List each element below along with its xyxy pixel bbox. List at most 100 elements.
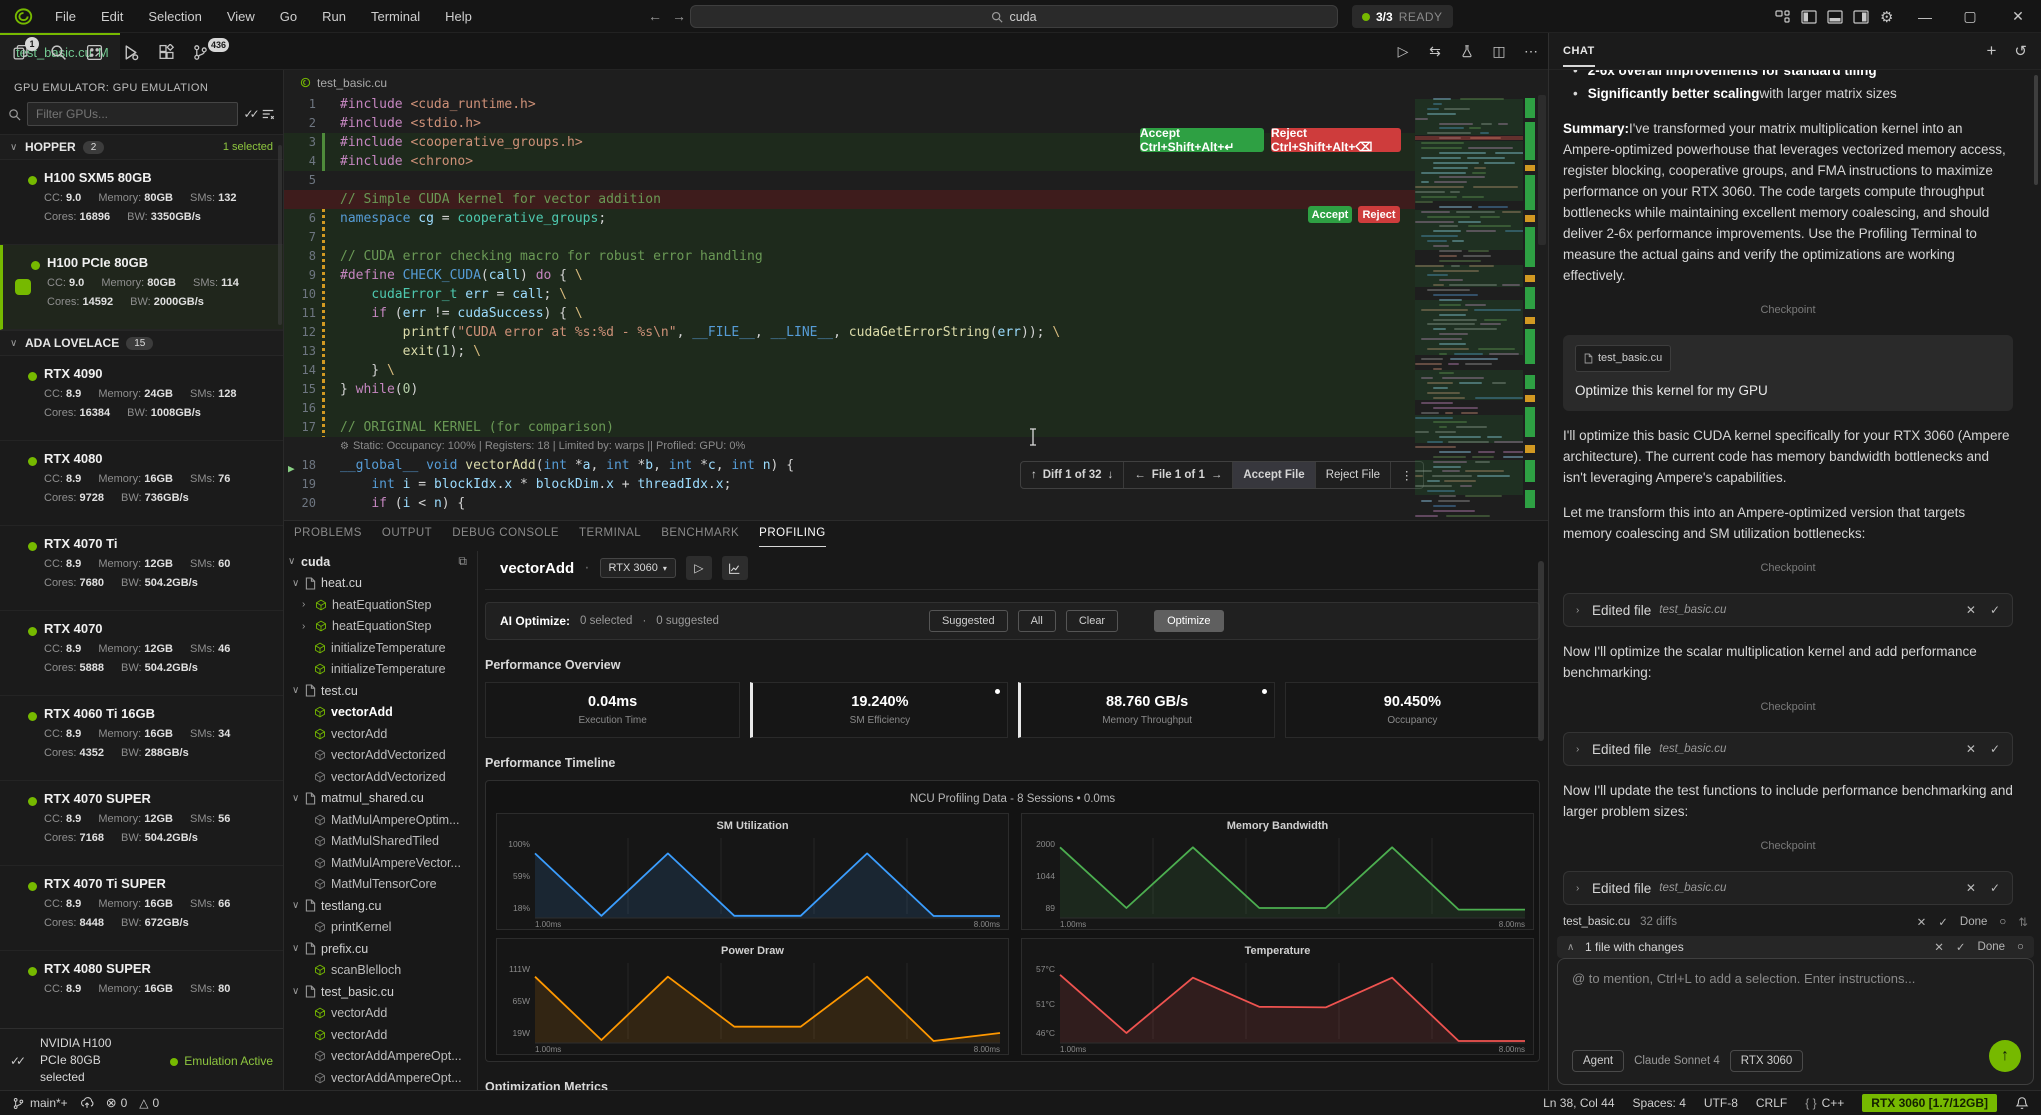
tree-file-item[interactable]: ∨ heat.cu (292, 576, 363, 591)
code-line[interactable]: 3 #include <cooperative_groups.h> (284, 133, 1415, 152)
toggle-panel-icon[interactable] (1827, 9, 1843, 25)
tree-root[interactable]: ∨ cuda ⧉ (288, 554, 467, 569)
tree-kernel-item[interactable]: › heatEquationStep (302, 619, 432, 634)
tree-kernel-item[interactable]: MatMulAmpereVector... (284, 852, 477, 874)
warnings-item[interactable]: △ 0 (139, 1096, 160, 1110)
code-line[interactable]: 16 (284, 399, 1415, 418)
reject-hunk-button[interactable]: Reject (1358, 206, 1400, 223)
discard-icon[interactable]: ✕ (1965, 741, 1976, 756)
tree-kernel-item[interactable]: vectorAddVectorized (284, 745, 477, 767)
code-line[interactable]: 4 #include <chrono> (284, 152, 1415, 171)
gpu-ready-badge[interactable]: 3/3 READY (1352, 5, 1453, 28)
code-line[interactable]: 2 #include <stdio.h> (308, 116, 481, 131)
errors-item[interactable]: ⊗ 0 (105, 1095, 128, 1110)
run-profile-button[interactable]: ▷ (685, 556, 712, 580)
agent-mode-chip[interactable]: Agent (1572, 1050, 1625, 1072)
gpu-card[interactable]: RTX 4070 Ti SUPER CC: 8.9 Memory: 16GB SM… (0, 866, 283, 951)
reject-all-button[interactable]: Reject Ctrl+Shift+Alt+⌫ (1271, 126, 1401, 154)
git-branch-item[interactable]: main*+ (12, 1096, 68, 1110)
window-minimize-button[interactable]: — (1918, 8, 1932, 25)
done-radio-icon[interactable]: ○ (1999, 916, 2007, 928)
gpu-select-dropdown[interactable]: RTX 3060 ▾ (599, 558, 676, 578)
menu-help[interactable]: Help (445, 9, 472, 24)
tree-kernel-item[interactable]: vectorAddAmpereOpt... (284, 1046, 477, 1068)
file-diffs-row[interactable]: test_basic.cu 32 diffs ✕ ✓ Done ○ ⇅ (1563, 916, 2028, 929)
attached-file-chip[interactable]: test_basic.cu (1575, 345, 1672, 372)
search-activity-icon[interactable] (46, 40, 70, 64)
clear-button[interactable]: Clear (1065, 610, 1119, 632)
code-line[interactable]: 8// CUDA error checking macro for robust… (284, 247, 1415, 266)
tree-kernel-item[interactable]: vectorAdd (284, 702, 477, 724)
publish-sync-icon[interactable] (80, 1096, 94, 1110)
code-line[interactable]: 11 if (err != cudaSuccess) { \ (284, 304, 1415, 323)
discard-icon[interactable]: ✕ (1934, 942, 1944, 954)
accept-hunk-button[interactable]: Accept (1308, 206, 1352, 223)
keep-icon[interactable]: ✓ (1938, 917, 1948, 929)
encoding-item[interactable]: UTF-8 (1703, 1096, 1738, 1110)
gpu-card[interactable]: RTX 4080 CC: 8.9 Memory: 16GB SMs: 76 Core… (0, 441, 283, 526)
code-line[interactable]: 12 printf("CUDA error at %s:%d - %s\n", … (284, 323, 1415, 342)
gpu-memory-chip[interactable]: RTX 3060 [1.7/12GB] (1862, 1094, 1997, 1112)
extensions-activity-icon[interactable] (154, 40, 178, 64)
gpu-card[interactable]: RTX 4080 SUPER CC: 8.9 Memory: 16GB SMs: … (0, 951, 283, 1036)
run-file-icon[interactable]: ▷ (1397, 42, 1409, 59)
tree-kernel-item[interactable]: initializeTemperature (284, 637, 477, 659)
reorder-icon[interactable]: ⇅ (2018, 917, 2028, 929)
tree-kernel-item[interactable]: vectorAdd (284, 723, 477, 745)
compare-changes-icon[interactable]: ⇆ (1429, 42, 1441, 59)
gpu-card[interactable]: RTX 4070 SUPER CC: 8.9 Memory: 12GB SMs: … (0, 781, 283, 866)
menu-view[interactable]: View (226, 9, 255, 24)
file-prev-icon[interactable]: ← (1134, 469, 1146, 481)
tree-file-item[interactable]: ∨ test.cu (292, 683, 358, 698)
suggested-button[interactable]: Suggested (928, 610, 1008, 632)
gpu-emulator-activity-icon[interactable] (82, 40, 106, 64)
gpu-section-ada-lovelace[interactable]: ∨ ADA LOVELACE 15 (0, 330, 283, 356)
tree-kernel-item[interactable]: MatMulAmpereOptim... (284, 809, 477, 831)
editor-scrollbar[interactable] (1538, 95, 1546, 245)
tab-benchmark[interactable]: BENCHMARK (661, 527, 740, 539)
eol-item[interactable]: CRLF (1755, 1096, 1788, 1110)
language-item[interactable]: { } C++ (1805, 1096, 1845, 1110)
menu-go[interactable]: Go (279, 9, 298, 24)
cursor-position-item[interactable]: Ln 38, Col 44 (1543, 1096, 1615, 1110)
optimize-button[interactable]: Optimize (1154, 610, 1224, 632)
command-search-input[interactable]: cuda (690, 5, 1338, 28)
code-line[interactable]: 19 int i = blockIdx.x * blockDim.x + thr… (301, 477, 732, 492)
code-line[interactable]: ▶ 18 __global__ void vectorAdd(int *a, int… (288, 458, 795, 475)
notifications-bell-icon[interactable] (2015, 1096, 2029, 1110)
nav-forward-icon[interactable]: → (672, 8, 686, 24)
tree-kernel-item[interactable]: vectorAddAmpereOpt... (284, 1067, 477, 1089)
accept-all-button[interactable]: Accept Ctrl+Shift+Alt+↵ (1140, 126, 1264, 154)
accept-file-button[interactable]: Accept File (1233, 462, 1316, 488)
tree-kernel-item[interactable]: printKernel (284, 917, 477, 939)
gpu-card[interactable]: RTX 4090 CC: 8.9 Memory: 24GB SMs: 128 Cor… (0, 356, 283, 441)
tree-kernel-item[interactable]: vectorAdd (284, 1003, 477, 1025)
customize-layout-icon[interactable] (1775, 9, 1791, 25)
menu-selection[interactable]: Selection (148, 9, 202, 24)
gpu-target-chip[interactable]: RTX 3060 (1729, 1050, 1804, 1072)
keep-icon[interactable]: ✓ (1955, 942, 1966, 954)
diff-more-icon[interactable]: ⋮ (1401, 470, 1413, 482)
settings-gear-icon[interactable]: ⚙ (1880, 9, 1894, 26)
tree-kernel-item[interactable]: scanBlelloch (284, 960, 477, 982)
tree-file-item[interactable]: ∨ test_basic.cu (292, 984, 394, 999)
collapse-all-icon[interactable]: ⧉ (458, 554, 467, 569)
keep-icon[interactable]: ✓ (1989, 880, 2000, 895)
tree-kernel-item[interactable]: › heatEquationStep (302, 597, 432, 612)
deleted-code-line[interactable]: // Simple CUDA kernel for vector additio… (284, 190, 1415, 209)
code-line[interactable]: 20 if (i < n) { (301, 496, 466, 511)
chat-input-box[interactable]: @ to mention, Ctrl+L to add a selection.… (1557, 958, 2034, 1085)
nav-back-icon[interactable]: ← (648, 8, 662, 24)
chart-view-button[interactable] (721, 556, 748, 580)
keep-icon[interactable]: ✓ (1989, 741, 2000, 756)
menu-file[interactable]: File (55, 9, 76, 24)
tree-file-item[interactable]: ∨ testlang.cu (292, 898, 382, 913)
tree-file-item[interactable]: ∨ prefix.cu (292, 941, 369, 956)
code-line[interactable]: 6 namespace cg = cooperative_groups; (284, 209, 1415, 228)
source-control-activity-icon[interactable] (188, 40, 212, 64)
all-button[interactable]: All (1017, 610, 1056, 632)
minimap[interactable] (1415, 95, 1523, 520)
tree-kernel-item[interactable]: initializeTemperature (284, 659, 477, 681)
sidebar-scrollbar[interactable] (278, 145, 282, 325)
diff-down-icon[interactable]: ↓ (1107, 469, 1114, 481)
